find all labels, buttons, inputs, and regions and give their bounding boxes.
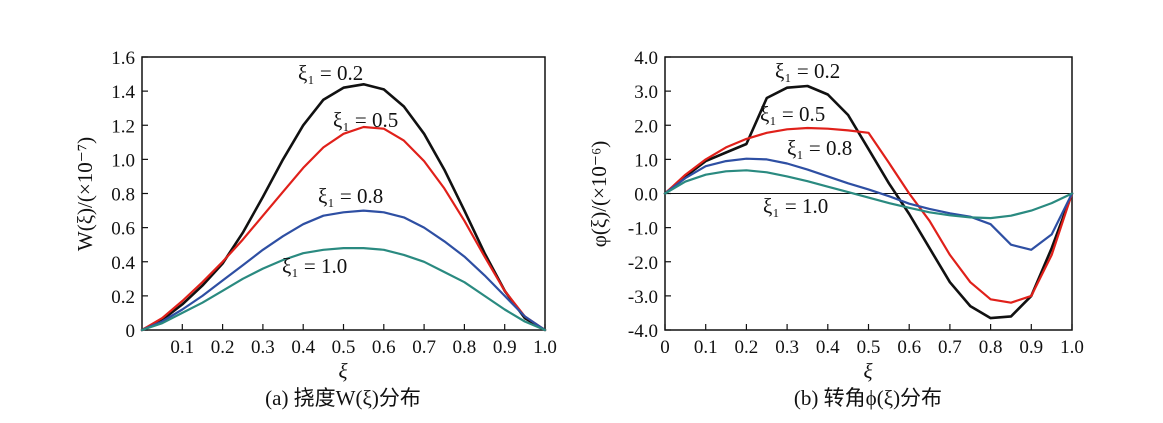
panel-a-xtick-label: 0.9 bbox=[493, 337, 517, 358]
panel-b-series-line-2 bbox=[663, 157, 1074, 251]
panel-a-xlabel: ξ bbox=[339, 359, 348, 383]
panel-b-xtick-label: 0.8 bbox=[979, 337, 1003, 358]
panel-b-xtick-label: 0.1 bbox=[694, 337, 718, 358]
panel-a-ticks: 0.1 0.2 0.3 0.4 0.5 0.6 0.7 0.8 0.9 1.0 0 0.2 0.4 0.6… bbox=[111, 48, 557, 358]
panel-a-ytick-label: 1.2 bbox=[111, 116, 135, 137]
panel-b-xtick-label: 0.3 bbox=[775, 337, 799, 358]
panel-b-rotation: 0 0.1 0.2 0.3 0.4 0.5 0.6 0.7 0.8 0.9 1.0 4.0 3.0 2.0… bbox=[587, 48, 1084, 410]
panel-a-xtick-label: 0.5 bbox=[332, 337, 356, 358]
panel-a-xtick-label: 0.8 bbox=[453, 337, 477, 358]
panel-a-series-line-1 bbox=[140, 125, 547, 332]
panel-b-xtick-label: 0.2 bbox=[735, 337, 759, 358]
panel-a-label-xi05: ξ₁ = 0.5 bbox=[333, 108, 398, 132]
panel-b-ytick-label: -4.0 bbox=[628, 321, 658, 342]
panel-b-lines bbox=[663, 84, 1074, 320]
panel-b-label-xi02: ξ₁ = 0.2 bbox=[775, 59, 840, 83]
panel-a-ytick-label: 0 bbox=[126, 321, 136, 342]
panel-b-xtick-label: 0 bbox=[660, 337, 670, 358]
panel-b-xtick-label: 0.5 bbox=[857, 337, 881, 358]
panel-a-xtick-label: 0.3 bbox=[251, 337, 275, 358]
panel-a-label-xi08: ξ₁ = 0.8 bbox=[318, 184, 383, 208]
panel-a-xtick-label: 0.2 bbox=[211, 337, 235, 358]
panel-a-series-line-3 bbox=[140, 247, 547, 332]
panel-b-xtick-label: 0.7 bbox=[938, 337, 962, 358]
panel-a-ytick-label: 0.6 bbox=[111, 219, 135, 240]
panel-a-xtick-label: 0.4 bbox=[291, 337, 315, 358]
panel-a-ytick-label: 1.4 bbox=[111, 82, 135, 103]
panel-b-ytick-label: 0.0 bbox=[634, 185, 658, 206]
panel-a-xtick-label: 0.7 bbox=[412, 337, 436, 358]
panel-a-deflection: 0.1 0.2 0.3 0.4 0.5 0.6 0.7 0.8 0.9 1.0 0 0.2 0.4 0.6… bbox=[73, 48, 557, 410]
panel-b-label-xi05: ξ₁ = 0.5 bbox=[760, 102, 825, 126]
panel-a-lines bbox=[140, 83, 547, 332]
panel-b-xtick-label: 0.6 bbox=[897, 337, 921, 358]
panel-a-ytick-label: 0.2 bbox=[111, 287, 135, 308]
panel-b-xtick-label: 0.9 bbox=[1019, 337, 1043, 358]
panel-b-ytick-label: -1.0 bbox=[628, 219, 658, 240]
panel-b-series-line-1 bbox=[663, 126, 1074, 304]
panel-b-xtick-label: 0.4 bbox=[816, 337, 840, 358]
panel-b-ytick-label: 2.0 bbox=[634, 116, 658, 137]
panel-a-xtick-label: 0.1 bbox=[170, 337, 194, 358]
panel-b-ytick-label: 3.0 bbox=[634, 82, 658, 103]
panel-b-caption: (b) 转角ϕ(ξ)分布 bbox=[794, 386, 942, 410]
panel-b-ytick-label: -3.0 bbox=[628, 287, 658, 308]
panel-b-ytick-label: -2.0 bbox=[628, 253, 658, 274]
panel-b-ytick-label: 4.0 bbox=[634, 48, 658, 69]
panel-b-series-line-0 bbox=[663, 84, 1074, 320]
panel-b-label-xi10: ξ₁ = 1.0 bbox=[763, 194, 828, 218]
panel-b-series-line-3 bbox=[663, 169, 1074, 220]
panel-a-ylabel: W(ξ)/(×10⁻⁷) bbox=[73, 137, 97, 251]
panel-b-ytick-label: 1.0 bbox=[634, 150, 658, 171]
panel-a-ytick-label: 1.6 bbox=[111, 48, 135, 69]
panel-a-xtick-label: 0.6 bbox=[372, 337, 396, 358]
panel-a-xtick-label: 1.0 bbox=[533, 337, 557, 358]
panel-b-ylabel: φ(ξ)/(×10⁻⁶) bbox=[587, 141, 611, 248]
panel-a-series-line-0 bbox=[140, 83, 547, 332]
panel-a-ytick-label: 0.4 bbox=[111, 253, 135, 274]
panel-a-caption: (a) 挠度W(ξ)分布 bbox=[265, 386, 421, 410]
panel-a-label-xi10: ξ₁ = 1.0 bbox=[282, 254, 347, 278]
panel-b-xtick-label: 1.0 bbox=[1060, 337, 1084, 358]
panel-a-label-xi02: ξ₁ = 0.2 bbox=[298, 61, 363, 85]
panel-a-series-line-2 bbox=[140, 209, 547, 332]
panel-a-ytick-label: 1.0 bbox=[111, 150, 135, 171]
panel-b-xlabel: ξ bbox=[864, 359, 873, 383]
panel-b-ticks: 0 0.1 0.2 0.3 0.4 0.5 0.6 0.7 0.8 0.9 1.0 4.0 3.0 2.0… bbox=[628, 48, 1084, 358]
panel-b-label-xi08: ξ₁ = 0.8 bbox=[787, 136, 852, 160]
panel-a-ytick-label: 0.8 bbox=[111, 185, 135, 206]
